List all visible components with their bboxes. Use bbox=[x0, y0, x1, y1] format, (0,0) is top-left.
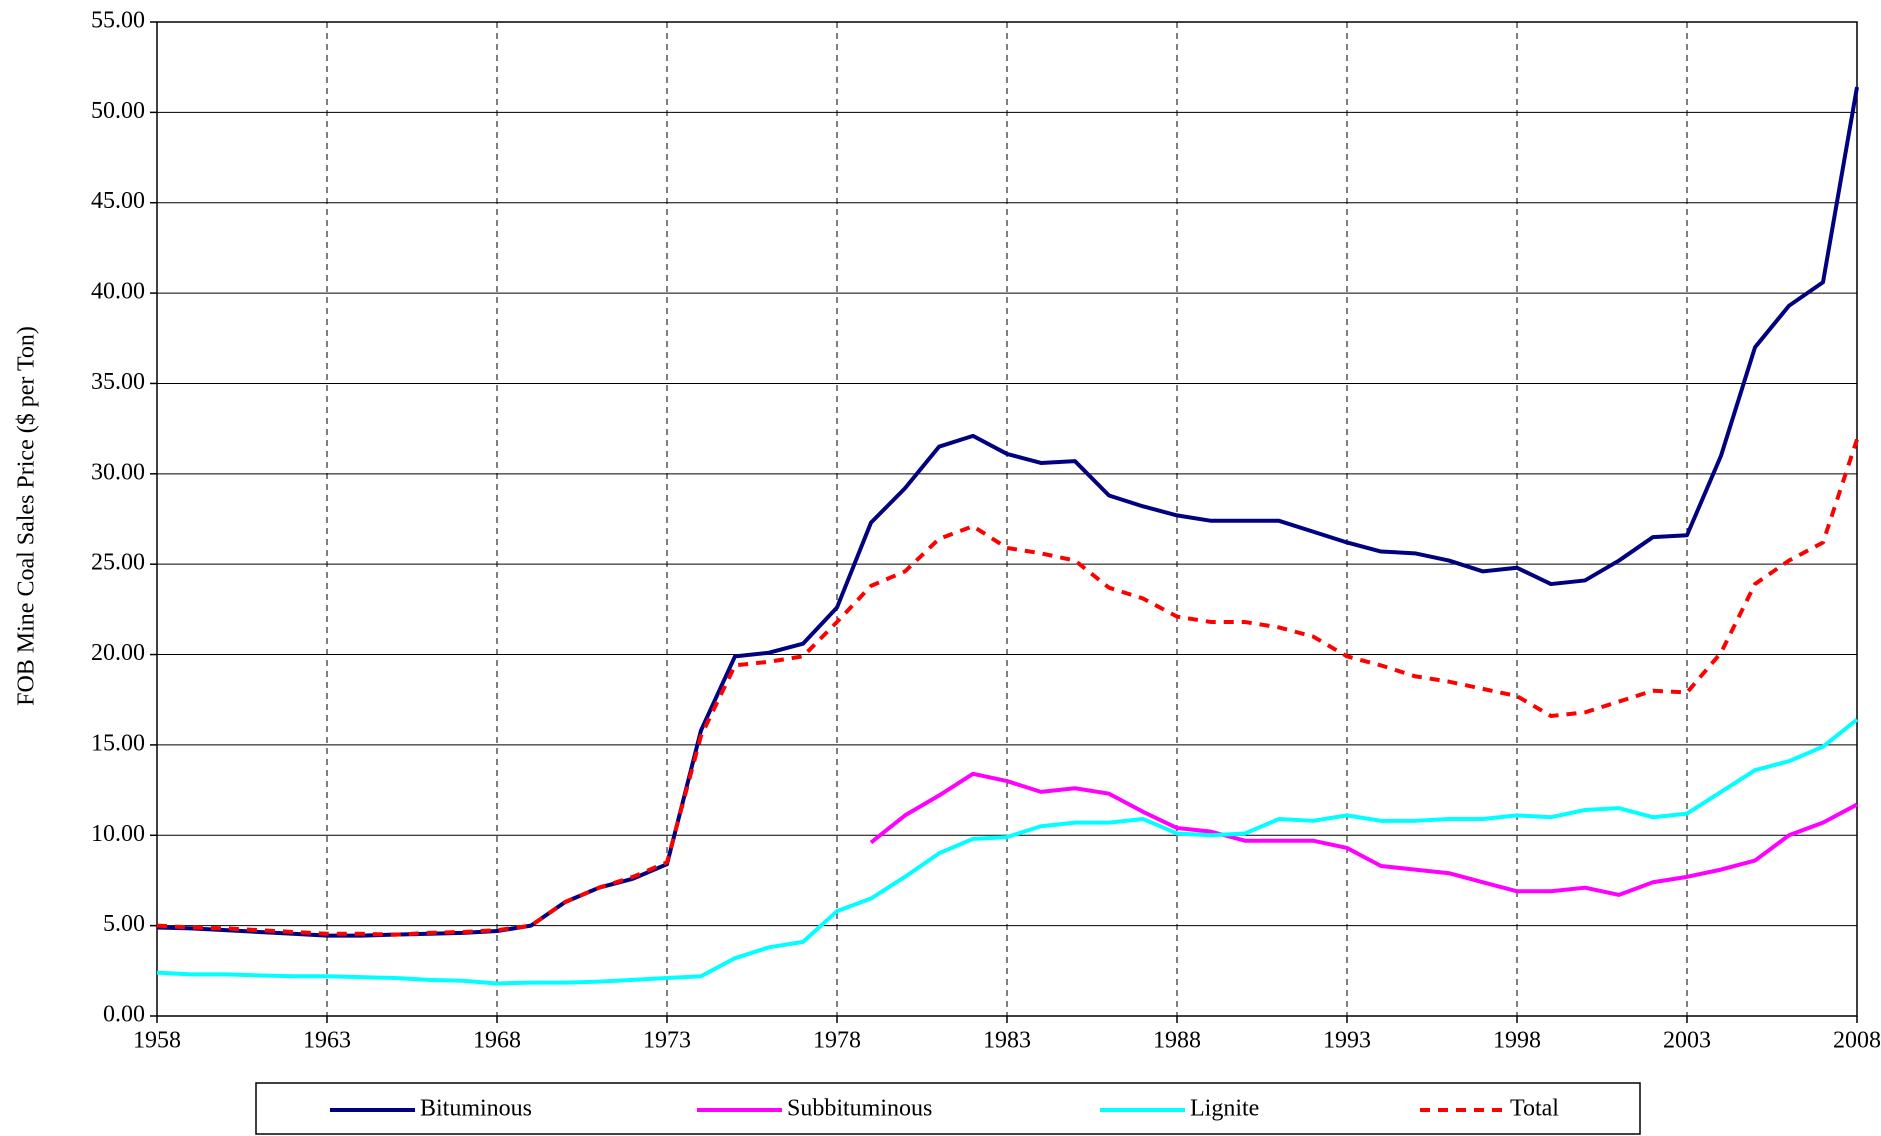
y-tick-label: 25.00 bbox=[91, 550, 145, 576]
legend-label: Bituminous bbox=[420, 1096, 532, 1122]
legend-box bbox=[255, 1082, 1641, 1135]
x-tick-label: 1978 bbox=[813, 1028, 861, 1054]
y-tick-label: 20.00 bbox=[91, 640, 145, 666]
y-tick-label: 40.00 bbox=[91, 279, 145, 305]
y-tick-label: 55.00 bbox=[91, 8, 145, 34]
x-tick-label: 1958 bbox=[133, 1028, 181, 1054]
y-tick-label: 45.00 bbox=[91, 188, 145, 214]
x-tick-label: 1968 bbox=[473, 1028, 521, 1054]
legend-label: Subbituminous bbox=[787, 1096, 932, 1122]
series-line bbox=[156, 86, 1859, 938]
y-tick-label: 5.00 bbox=[103, 911, 145, 937]
x-tick-label: 2003 bbox=[1663, 1028, 1711, 1054]
y-tick-label: 0.00 bbox=[103, 1002, 145, 1028]
x-tick-label: 1998 bbox=[1493, 1028, 1541, 1054]
y-tick-label: 50.00 bbox=[91, 98, 145, 124]
legend-label: Total bbox=[1510, 1096, 1559, 1122]
y-tick-label: 10.00 bbox=[91, 821, 145, 847]
series-line bbox=[156, 718, 1859, 986]
x-tick-label: 1983 bbox=[983, 1028, 1031, 1054]
y-axis-label: FOB Mine Coal Sales Price ($ per Ton) bbox=[14, 326, 40, 706]
y-tick-label: 15.00 bbox=[91, 730, 145, 756]
x-tick-label: 1963 bbox=[303, 1028, 351, 1054]
legend-label: Lignite bbox=[1190, 1096, 1259, 1122]
series-line bbox=[869, 771, 1858, 897]
y-tick-label: 35.00 bbox=[91, 369, 145, 395]
x-tick-label: 2008 bbox=[1833, 1028, 1881, 1054]
x-tick-label: 1988 bbox=[1153, 1028, 1201, 1054]
x-tick-label: 1973 bbox=[643, 1028, 691, 1054]
plot-border bbox=[156, 21, 1858, 1017]
series-line bbox=[156, 438, 1859, 937]
x-tick-label: 1993 bbox=[1323, 1028, 1371, 1054]
y-tick-label: 30.00 bbox=[91, 459, 145, 485]
